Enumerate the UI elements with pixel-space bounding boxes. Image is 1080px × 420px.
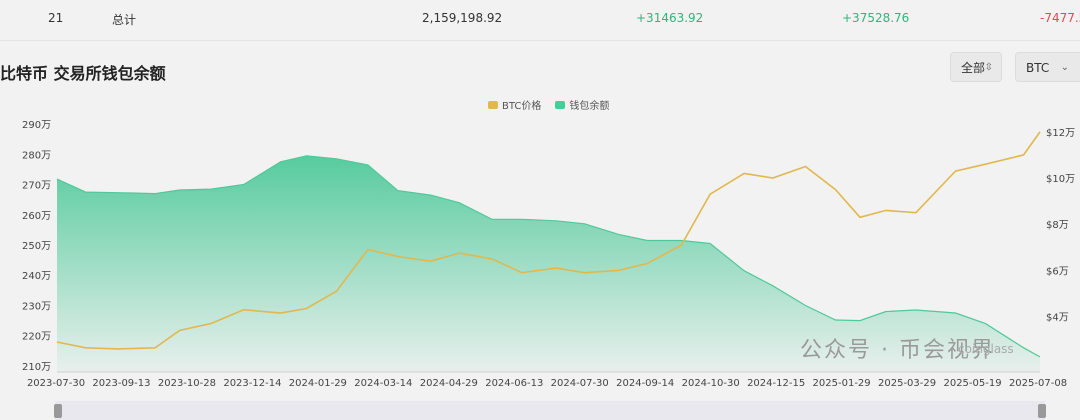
x-tick-label: 2024-07-30	[551, 378, 609, 389]
y-right-tick-label: $4万	[1046, 313, 1069, 324]
y-left-tick-label: 250万	[22, 241, 51, 252]
x-tick-label: 2023-09-13	[92, 378, 150, 389]
x-tick-label: 2024-10-30	[682, 378, 740, 389]
y-right-tick-label: $12万	[1046, 128, 1075, 139]
x-tick-label: 2024-09-14	[616, 378, 674, 389]
y-left-tick-label: 280万	[22, 150, 51, 161]
range-select[interactable]: 全部 ⇳	[950, 52, 1002, 82]
row-index: 21	[48, 11, 64, 25]
y-left-tick-label: 290万	[22, 120, 51, 131]
coin-select-label: BTC	[1026, 61, 1050, 75]
change-value-2: +37528.76	[842, 11, 910, 25]
change-value-1: +31463.92	[636, 11, 704, 25]
watermark-text: 公众号 · 币会视界	[800, 338, 995, 363]
range-select-label: 全部	[961, 61, 986, 75]
coin-select[interactable]: BTC ⌄	[1015, 52, 1080, 82]
x-tick-label: 2024-12-15	[747, 378, 805, 389]
x-tick-label: 2023-10-28	[158, 378, 216, 389]
summary-row: 21 总计 2,159,198.92 +31463.92 +37528.76 -…	[0, 0, 1080, 41]
y-left-tick-label: 210万	[22, 362, 51, 373]
x-tick-label: 2025-07-08	[1009, 378, 1067, 389]
legend-label-balance: 钱包余额	[569, 101, 610, 112]
legend-item-btc-price[interactable]: BTC价格	[488, 97, 541, 112]
balance-area	[57, 155, 1040, 372]
x-tick-label: 2025-05-19	[943, 378, 1001, 389]
x-tick-label: 2024-01-29	[289, 378, 347, 389]
y-right-tick-label: $10万	[1046, 174, 1075, 185]
legend-label-btc: BTC价格	[502, 101, 542, 112]
y-left-tick-label: 230万	[22, 301, 51, 312]
brand-logo: coinglass	[958, 342, 1014, 356]
legend-swatch-btc	[488, 100, 498, 109]
chart-legend: BTC价格 钱包余额	[488, 97, 609, 112]
x-tick-label: 2023-07-30	[27, 378, 85, 389]
slider-left-handle[interactable]	[54, 404, 62, 418]
slider-right-handle[interactable]	[1038, 404, 1046, 418]
x-tick-label: 2023-12-14	[223, 378, 281, 389]
legend-swatch-balance	[555, 100, 566, 109]
x-tick-label: 2024-06-13	[485, 378, 543, 389]
y-left-tick-label: 240万	[22, 271, 51, 282]
legend-item-balance[interactable]: 钱包余额	[555, 97, 609, 112]
y-right-tick-label: $6万	[1046, 266, 1069, 277]
balance-line	[56, 155, 1041, 358]
x-tick-label: 2024-04-29	[420, 378, 478, 389]
y-left-tick-label: 260万	[22, 211, 51, 222]
page-title: 比特币 交易所钱包余额	[0, 64, 166, 83]
x-tick-label: 2025-03-29	[878, 378, 936, 389]
range-slider[interactable]	[55, 401, 1045, 420]
change-value-3: -7477.5	[1040, 11, 1080, 25]
chevron-down-icon: ⌄	[1060, 62, 1069, 73]
y-left-tick-label: 220万	[22, 332, 51, 343]
y-right-tick-label: $8万	[1046, 220, 1069, 231]
chevron-updown-icon: ⇳	[984, 62, 993, 73]
x-tick-label: 2024-03-14	[354, 378, 412, 389]
total-balance: 2,159,198.92	[422, 11, 503, 25]
btc-price-line	[56, 131, 1041, 350]
x-tick-label: 2025-01-29	[813, 378, 871, 389]
row-label: 总计	[112, 13, 137, 27]
y-left-tick-label: 270万	[22, 181, 51, 192]
